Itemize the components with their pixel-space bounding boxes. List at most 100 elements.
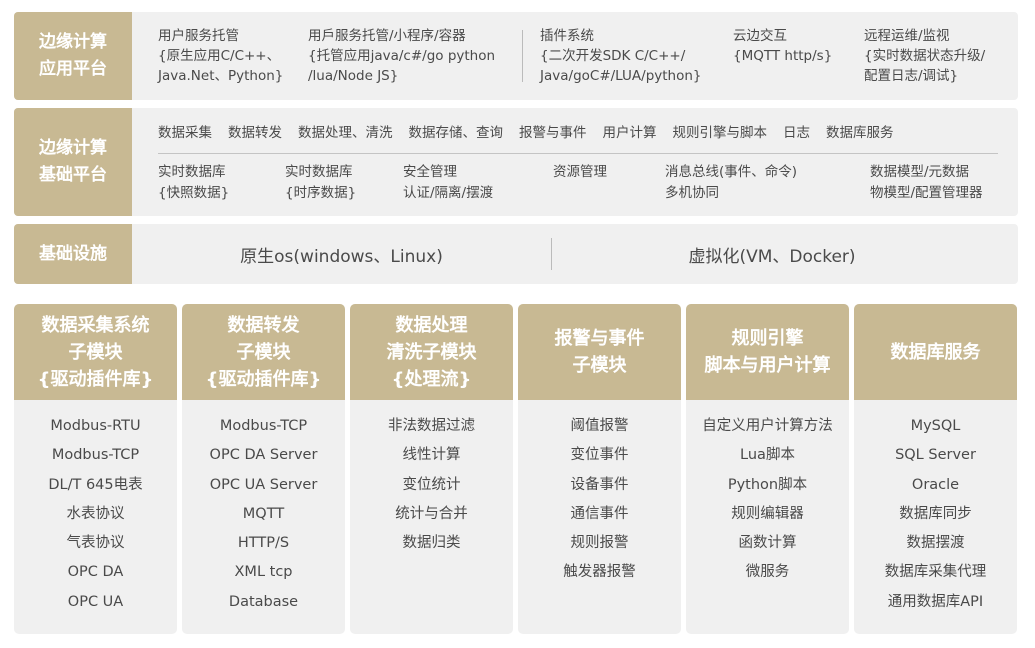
- module-item: 气表协议: [66, 535, 125, 552]
- module-items: Modbus-TCP OPC DA Server OPC UA Server MQTT…: [182, 400, 345, 617]
- module-card: 数据采集系统 子模块 {驱动插件库} Modbus-RTU Modbus-TCP DL/T…: [14, 304, 177, 634]
- module-item: 函数计算: [738, 535, 797, 552]
- module-item: SQL Server: [895, 447, 976, 464]
- base-feature-item: 数据采集: [158, 125, 212, 141]
- edge-app-platform-label: 边缘计算 应用平台: [14, 12, 132, 100]
- app-platform-text: {实时数据状态升级/: [864, 48, 986, 64]
- module-card-title: 数据库服务: [854, 304, 1017, 400]
- base-platform-text: 消息总线(事件、命令): [665, 164, 798, 180]
- base-feature-item: 规则引擎与脚本: [672, 125, 768, 141]
- label-line: 边缘计算: [39, 138, 107, 158]
- title-line: {驱动插件库}: [205, 368, 322, 390]
- app-platform-text: {托管应用java/c#/go python: [308, 48, 496, 64]
- app-platform-text: {MQTT http/s}: [733, 48, 833, 64]
- title-line: 规则引擎: [731, 328, 804, 349]
- base-platform-text: 实时数据库: [285, 164, 353, 180]
- module-item: 水表协议: [66, 505, 125, 522]
- base-feature-item: 数据存储、查询: [408, 125, 504, 141]
- module-item: Modbus-TCP: [51, 447, 140, 464]
- module-item: 规则编辑器: [731, 505, 804, 522]
- module-item: 变位统计: [402, 476, 461, 493]
- module-item: 数据库采集代理: [884, 564, 987, 581]
- app-platform-text: /lua/Node JS}: [308, 68, 399, 84]
- module-item: Python脚本: [727, 476, 808, 493]
- module-item: Modbus-RTU: [50, 418, 141, 434]
- module-items: 阈值报警变位事件设备事件通信事件规则报警触发器报警: [518, 400, 681, 588]
- module-item: Lua脚本: [740, 447, 795, 464]
- module-item: Modbus-TCP: [219, 418, 308, 434]
- module-card: 规则引擎脚本与用户计算自定义用户计算方法 Lua脚本 Python脚本 规则编辑器函数…: [686, 304, 849, 634]
- module-card-title: 数据采集系统 子模块 {驱动插件库}: [14, 304, 177, 400]
- module-item: Oracle: [911, 476, 960, 493]
- app-platform-text: Java.Net、Python}: [158, 68, 284, 84]
- app-platform-text: {原生应用C/C++、: [158, 48, 281, 64]
- title-line: 子模块: [236, 341, 291, 363]
- module-item: 规则报警: [570, 535, 629, 552]
- label-line: 应用平台: [39, 59, 107, 79]
- app-platform-text: 用戶服务托管/小程序/容器: [308, 28, 466, 44]
- base-feature-item: 报警与事件: [519, 125, 587, 141]
- title-line: 子模块: [68, 341, 123, 363]
- app-platform-text: 远程运维/监视: [864, 28, 950, 44]
- app-platform-text: Java/goC#/LUA/python}: [540, 68, 702, 84]
- module-item: 变位事件: [570, 447, 629, 464]
- app-platform-text: 插件系统: [540, 28, 594, 44]
- module-card: 数据库服务 MySQL SQL Server Oracle 数据库同步 数据摆渡 数据库采集…: [854, 304, 1017, 634]
- module-card: 数据处理 清洗子模块 {处理流} 非法数据过滤 线性计算 变位统计 统计与合并 数据归类: [350, 304, 513, 634]
- title-line: 脚本与用户计算: [704, 355, 831, 376]
- title-line: 数据库服务: [890, 341, 981, 363]
- module-item: OPC UA Server: [209, 476, 318, 493]
- module-item: 自定义用户计算方法: [702, 418, 833, 434]
- divider: [551, 238, 552, 270]
- base-platform-text: {时序数据}: [285, 185, 357, 201]
- module-item: MQTT: [242, 505, 285, 522]
- base-platform-text: 实时数据库: [158, 164, 226, 180]
- module-card-title: 规则引擎脚本与用户计算: [686, 304, 849, 400]
- infrastructure-row: 基础设施 原生os(windows、Linux) 虚拟化(VM、Docker): [14, 224, 1018, 284]
- base-platform-text: 资源管理: [553, 164, 607, 180]
- base-platform-text: 数据模型/元数据: [870, 164, 970, 180]
- title-line: 报警与事件: [554, 328, 645, 349]
- virtualization: 虚拟化(VM、Docker): [688, 247, 856, 267]
- app-platform-text: {二次开发SDK C/C++/: [540, 48, 686, 64]
- module-item: OPC DA: [67, 564, 124, 581]
- app-platform-text: 配置日志/调试}: [864, 68, 959, 84]
- module-item: 通信事件: [570, 505, 629, 522]
- title-line: 清洗子模块: [386, 341, 477, 363]
- native-os: 原生os(windows、Linux): [240, 247, 443, 267]
- module-item: 设备事件: [570, 476, 629, 493]
- edge-app-platform-row: 边缘计算 应用平台 用户服务托管 {原生应用C/C++、 Java.Net、Pytho…: [14, 12, 1018, 100]
- module-items: Modbus-RTU Modbus-TCP DL/T 645电表 水表协议气表协议 OP…: [14, 400, 177, 617]
- title-line: 数据处理: [395, 314, 468, 336]
- base-platform-text: 物模型/配置管理器: [870, 185, 983, 201]
- base-feature-item: 日志: [783, 125, 810, 141]
- module-item: 通用数据库API: [887, 593, 984, 610]
- module-item: Database: [228, 593, 299, 610]
- edge-base-platform-label: 边缘计算 基础平台: [14, 108, 132, 216]
- divider: [522, 30, 523, 82]
- module-items: MySQL SQL Server Oracle 数据库同步 数据摆渡 数据库采集代理 通用数…: [854, 400, 1017, 617]
- module-item: 非法数据过滤: [388, 418, 475, 434]
- base-platform-text: 认证/隔离/摆渡: [403, 185, 494, 201]
- module-item: 线性计算: [402, 447, 461, 464]
- label-line: 基础平台: [39, 165, 107, 185]
- module-item: 阈值报警: [570, 418, 629, 434]
- module-card-title: 数据处理 清洗子模块 {处理流}: [350, 304, 513, 400]
- module-item: DL/T 645电表: [48, 476, 143, 493]
- module-item: 数据库同步: [899, 505, 972, 522]
- module-card: 报警与事件子模块阈值报警变位事件设备事件通信事件规则报警触发器报警: [518, 304, 681, 634]
- title-line: 数据采集系统: [41, 314, 150, 336]
- module-item: MySQL: [910, 418, 961, 434]
- title-line: 数据转发: [227, 314, 300, 336]
- base-platform-text: 安全管理: [403, 164, 457, 180]
- module-item: OPC UA: [67, 593, 124, 610]
- module-card-title: 数据转发子模块 {驱动插件库}: [182, 304, 345, 400]
- edge-base-platform-row: 边缘计算 基础平台 数据采集 数据转发 数据处理、清洗 数据存储、查询 报警与事件 用户计算…: [14, 108, 1018, 216]
- app-platform-text: 用户服务托管: [158, 28, 239, 44]
- module-item: 统计与合并: [395, 505, 468, 522]
- module-item: OPC DA Server: [209, 447, 318, 464]
- module-card: 数据转发子模块 {驱动插件库} Modbus-TCP OPC DA Server OPC…: [182, 304, 345, 634]
- title-line: 子模块: [572, 355, 627, 376]
- module-item: 触发器报警: [563, 564, 636, 581]
- module-item: HTTP/S: [237, 535, 290, 552]
